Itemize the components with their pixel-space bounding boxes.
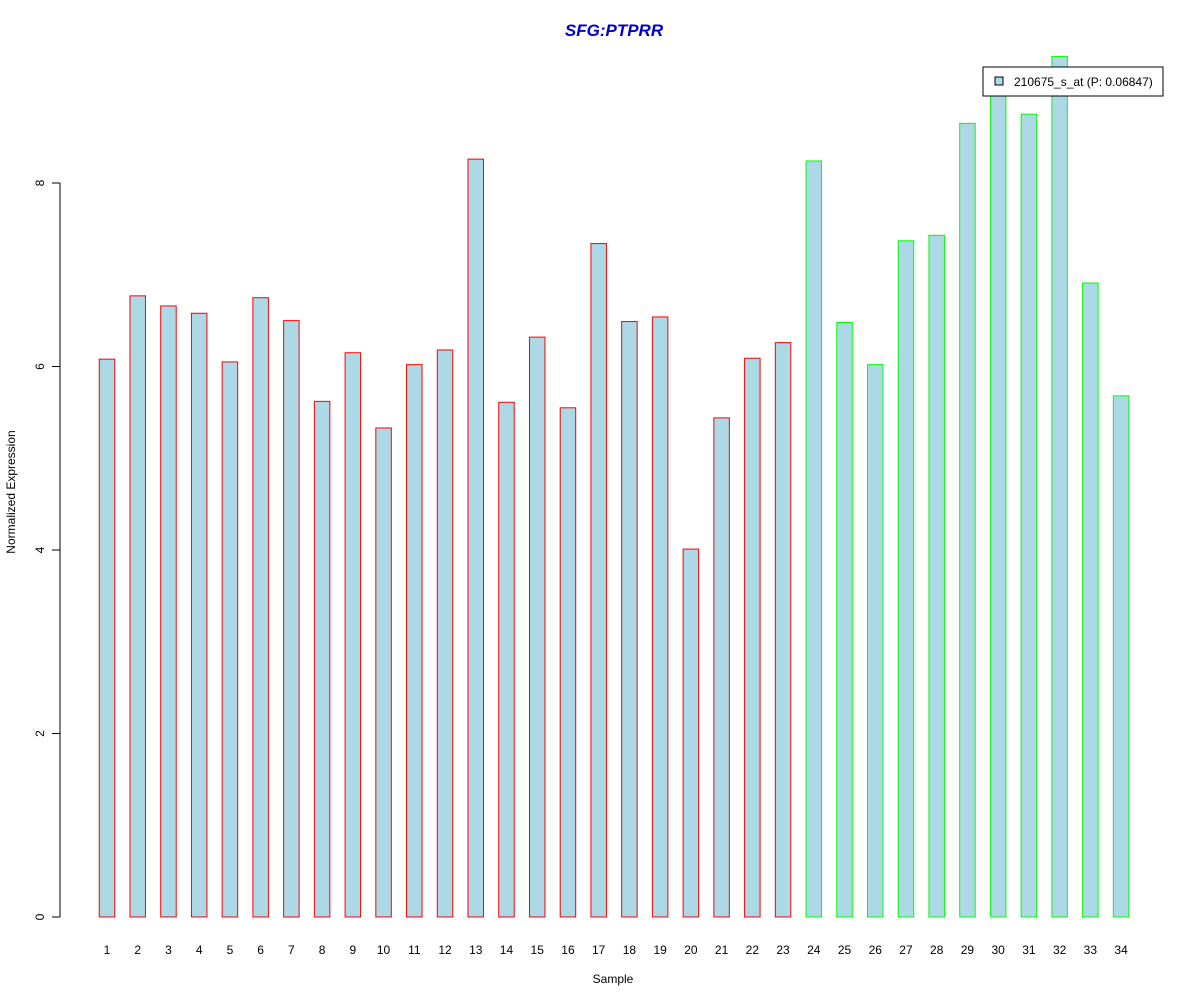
chart-title: SFG:PTPRR bbox=[565, 21, 664, 40]
bar-sample-20 bbox=[682, 548, 700, 918]
x-tick-label: 8 bbox=[319, 943, 326, 957]
bar-sample-27 bbox=[897, 240, 915, 918]
x-tick-labels: 1 2 3 4 5 6 7 8 9 10 11 12 13 14 15 16 17 18 19 20 21 22 23 24 2… bbox=[104, 943, 1128, 957]
x-tick-label: 5 bbox=[227, 943, 234, 957]
x-tick-label: 23 bbox=[776, 943, 790, 957]
x-tick-label: 16 bbox=[561, 943, 575, 957]
x-tick-label: 34 bbox=[1114, 943, 1128, 957]
bar-sample-13 bbox=[467, 158, 485, 918]
x-tick-label: 10 bbox=[377, 943, 391, 957]
legend-label: 210675_s_at (P: 0.06847) bbox=[1014, 75, 1153, 89]
bars-group bbox=[98, 55, 1130, 918]
bar-sample-23 bbox=[774, 342, 792, 918]
x-tick-label: 33 bbox=[1084, 943, 1098, 957]
bar-sample-8 bbox=[313, 400, 331, 918]
bar-sample-4 bbox=[190, 312, 208, 918]
x-tick-label: 14 bbox=[500, 943, 514, 957]
y-tick-label: 0 bbox=[33, 913, 47, 920]
bar-sample-6 bbox=[252, 297, 269, 918]
x-tick-label: 15 bbox=[531, 943, 545, 957]
x-tick-label: 18 bbox=[623, 943, 637, 957]
bar-sample-32 bbox=[1051, 55, 1068, 918]
x-tick-label: 26 bbox=[869, 943, 883, 957]
bar-sample-25 bbox=[836, 321, 853, 918]
x-tick-label: 19 bbox=[653, 943, 667, 957]
y-tick-label: 8 bbox=[33, 179, 47, 186]
x-axis-title: Sample bbox=[593, 972, 634, 986]
bar-sample-28 bbox=[928, 234, 945, 918]
x-tick-label: 22 bbox=[746, 943, 760, 957]
y-tick-label: 6 bbox=[33, 363, 47, 370]
bar-sample-18 bbox=[621, 321, 638, 918]
x-tick-label: 29 bbox=[961, 943, 975, 957]
bar-sample-11 bbox=[406, 364, 423, 918]
bar-sample-33 bbox=[1082, 282, 1099, 918]
x-tick-label: 1 bbox=[104, 943, 111, 957]
legend: 210675_s_at (P: 0.06847) bbox=[982, 66, 1164, 97]
legend-box bbox=[982, 66, 1164, 97]
x-tick-label: 13 bbox=[469, 943, 483, 957]
x-tick-label: 4 bbox=[196, 943, 203, 957]
bar-sample-2 bbox=[129, 295, 146, 918]
bar-sample-34 bbox=[1112, 395, 1130, 918]
bar-sample-7 bbox=[283, 320, 300, 918]
y-axis-title: Normalized Expression bbox=[4, 430, 18, 553]
x-tick-label: 32 bbox=[1053, 943, 1067, 957]
bar-sample-12 bbox=[436, 349, 454, 918]
x-tick-label: 25 bbox=[838, 943, 852, 957]
bar-sample-24 bbox=[805, 160, 823, 918]
bar-sample-1 bbox=[98, 358, 116, 918]
y-tick-label: 2 bbox=[33, 730, 47, 737]
y-tick-label: 4 bbox=[33, 546, 47, 553]
x-tick-label: 20 bbox=[684, 943, 698, 957]
bar-sample-14 bbox=[498, 401, 515, 918]
bar-sample-31 bbox=[1020, 113, 1038, 918]
bar-sample-21 bbox=[713, 417, 730, 918]
x-tick-label: 17 bbox=[592, 943, 606, 957]
bar-sample-3 bbox=[160, 305, 177, 918]
x-tick-label: 24 bbox=[807, 943, 821, 957]
legend-swatch bbox=[994, 76, 1004, 86]
x-tick-label: 7 bbox=[288, 943, 295, 957]
x-tick-label: 21 bbox=[715, 943, 729, 957]
bar-sample-22 bbox=[744, 357, 761, 918]
bar-sample-15 bbox=[528, 336, 546, 918]
bar-sample-26 bbox=[867, 364, 884, 918]
bar-sample-9 bbox=[344, 352, 362, 918]
bar-sample-16 bbox=[559, 407, 577, 918]
y-axis: 0 2 4 6 8 bbox=[33, 179, 61, 920]
x-tick-label: 3 bbox=[165, 943, 172, 957]
x-tick-label: 30 bbox=[991, 943, 1005, 957]
x-tick-label: 9 bbox=[349, 943, 356, 957]
x-tick-label: 12 bbox=[438, 943, 452, 957]
bar-sample-30 bbox=[989, 84, 1007, 918]
x-tick-label: 6 bbox=[257, 943, 264, 957]
x-tick-label: 11 bbox=[408, 943, 421, 957]
bar-sample-10 bbox=[375, 427, 392, 918]
x-tick-label: 2 bbox=[134, 943, 141, 957]
bar-sample-19 bbox=[651, 316, 669, 918]
x-tick-label: 27 bbox=[899, 943, 913, 957]
x-tick-label: 28 bbox=[930, 943, 944, 957]
bar-sample-17 bbox=[590, 243, 607, 918]
bar-sample-5 bbox=[221, 361, 239, 918]
bar-sample-29 bbox=[959, 122, 976, 918]
x-tick-label: 31 bbox=[1022, 943, 1036, 957]
